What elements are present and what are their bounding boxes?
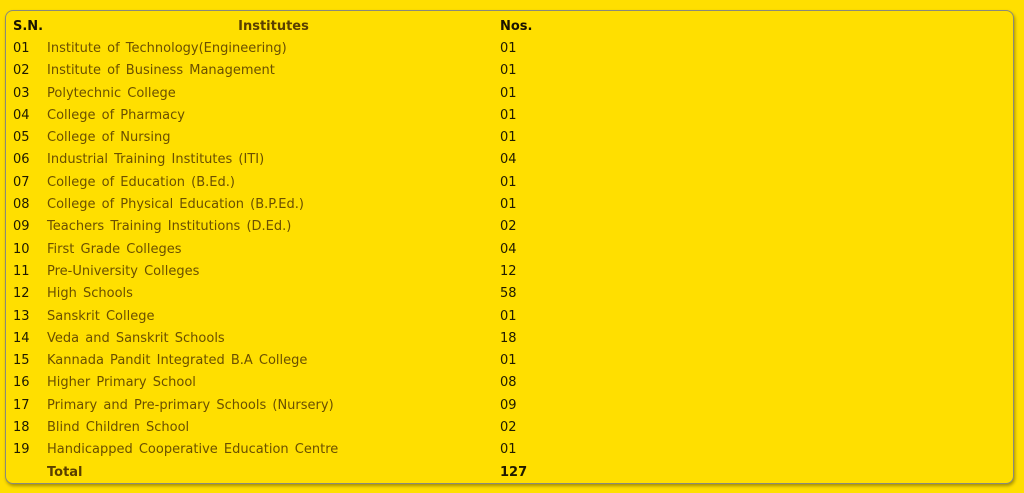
row-nos: 01 <box>500 308 517 324</box>
header-institutes: Institutes <box>238 18 309 34</box>
row-sn: 02 <box>13 63 30 79</box>
row-nos: 01 <box>500 40 517 56</box>
header-sn: S.N. <box>13 18 44 34</box>
row-institute: Veda and Sanskrit Schools <box>47 330 225 346</box>
row-sn: 18 <box>13 419 30 435</box>
table-row: 14 Veda and Sanskrit Schools 18 <box>13 327 533 349</box>
row-sn: 06 <box>13 152 30 168</box>
institutes-table: S.N. Institutes Nos. 01 Institute of Tech… <box>13 15 533 483</box>
row-sn: 17 <box>13 397 30 413</box>
row-sn: 15 <box>13 353 30 369</box>
institutes-panel: S.N. Institutes Nos. 01 Institute of Tech… <box>5 10 1014 484</box>
row-nos: 01 <box>500 63 517 79</box>
row-nos: 01 <box>500 353 517 369</box>
table-row: 02 Institute of Business Management 01 <box>13 60 533 82</box>
row-institute: Teachers Training Institutions (D.Ed.) <box>47 219 292 235</box>
row-nos: 12 <box>500 263 517 279</box>
row-nos: 02 <box>500 419 517 435</box>
row-institute: Primary and Pre-primary Schools (Nursery… <box>47 397 334 413</box>
row-sn: 12 <box>13 286 30 302</box>
row-nos: 01 <box>500 174 517 190</box>
table-row: 01 Institute of Technology(Engineering) 01 <box>13 37 533 59</box>
row-nos: 02 <box>500 219 517 235</box>
row-sn: 11 <box>13 263 30 279</box>
row-sn: 08 <box>13 197 30 213</box>
table-row: 03 Polytechnic College 01 <box>13 82 533 104</box>
row-institute: Blind Children School <box>47 419 190 435</box>
table-row: 17 Primary and Pre-primary Schools (Nurse… <box>13 394 533 416</box>
row-institute: Polytechnic College <box>47 85 176 101</box>
table-row: 16 Higher Primary School 08 <box>13 372 533 394</box>
row-sn: 14 <box>13 330 30 346</box>
row-sn: 07 <box>13 174 30 190</box>
row-institute: Higher Primary School <box>47 375 196 391</box>
row-nos: 01 <box>500 130 517 146</box>
table-row: 04 College of Pharmacy 01 <box>13 104 533 126</box>
table-row: 18 Blind Children School 02 <box>13 416 533 438</box>
row-sn: 10 <box>13 241 30 257</box>
table-row: 05 College of Nursing 01 <box>13 126 533 148</box>
row-nos: 01 <box>500 85 517 101</box>
row-sn: 05 <box>13 130 30 146</box>
table-row: 15 Kannada Pandit Integrated B.A College 0… <box>13 349 533 371</box>
table-row: 13 Sanskrit College 01 <box>13 305 533 327</box>
row-nos: 04 <box>500 152 517 168</box>
row-sn: 04 <box>13 107 30 123</box>
row-nos: 58 <box>500 286 517 302</box>
row-sn: 03 <box>13 85 30 101</box>
row-institute: Institute of Business Management <box>47 63 275 79</box>
row-nos: 01 <box>500 197 517 213</box>
table-row: 08 College of Physical Education (B.P.Ed.… <box>13 193 533 215</box>
row-institute: Sanskrit College <box>47 308 155 324</box>
row-institute: College of Nursing <box>47 130 171 146</box>
row-institute: Institute of Technology(Engineering) <box>47 40 287 56</box>
total-row: Total 127 <box>13 461 533 483</box>
row-nos: 04 <box>500 241 517 257</box>
total-sn <box>13 461 47 483</box>
total-value: 127 <box>500 464 528 480</box>
row-nos: 01 <box>500 442 517 458</box>
table-row: 19 Handicapped Cooperative Education Cent… <box>13 439 533 461</box>
table-row: 12 High Schools 58 <box>13 283 533 305</box>
row-sn: 01 <box>13 40 30 56</box>
row-nos: 01 <box>500 107 517 123</box>
total-label: Total <box>47 464 83 480</box>
row-institute: Industrial Training Institutes (ITI) <box>47 152 265 168</box>
row-institute: College of Education (B.Ed.) <box>47 174 235 190</box>
header-nos: Nos. <box>500 18 533 34</box>
row-institute: College of Pharmacy <box>47 107 185 123</box>
row-institute: Kannada Pandit Integrated B.A College <box>47 353 308 369</box>
row-sn: 09 <box>13 219 30 235</box>
row-nos: 18 <box>500 330 517 346</box>
table-row: 06 Industrial Training Institutes (ITI) 04 <box>13 149 533 171</box>
row-institute: Handicapped Cooperative Education Centre <box>47 442 339 458</box>
row-nos: 08 <box>500 375 517 391</box>
row-nos: 09 <box>500 397 517 413</box>
table-row: 11 Pre-University Colleges 12 <box>13 260 533 282</box>
row-sn: 19 <box>13 442 30 458</box>
row-sn: 16 <box>13 375 30 391</box>
row-institute: First Grade Colleges <box>47 241 182 257</box>
table-row: 09 Teachers Training Institutions (D.Ed.)… <box>13 216 533 238</box>
row-sn: 13 <box>13 308 30 324</box>
row-institute: High Schools <box>47 286 133 302</box>
row-institute: College of Physical Education (B.P.Ed.) <box>47 197 304 213</box>
row-institute: Pre-University Colleges <box>47 263 200 279</box>
table-header: S.N. Institutes Nos. <box>13 15 533 37</box>
table-row: 10 First Grade Colleges 04 <box>13 238 533 260</box>
table-row: 07 College of Education (B.Ed.) 01 <box>13 171 533 193</box>
